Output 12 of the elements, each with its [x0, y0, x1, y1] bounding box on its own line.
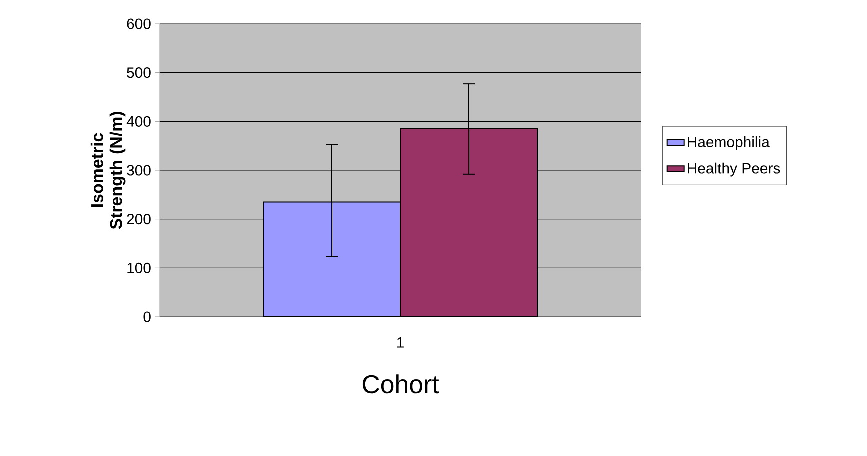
- y-tick-label: 400: [126, 116, 151, 127]
- x-axis-title: Cohort: [362, 374, 440, 394]
- legend-label: Haemophilia: [688, 136, 770, 150]
- x-tick-label: 1: [397, 338, 404, 348]
- y-tick-label: 100: [128, 262, 151, 274]
- y-tick-label: 300: [127, 165, 151, 176]
- y-tick-label: 0: [144, 312, 151, 322]
- legend-label: Healthy Peers: [688, 162, 780, 177]
- y-tick-label: 200: [127, 214, 151, 225]
- y-axis-title: Isometric Strength (N/m): [90, 112, 126, 230]
- y-tick-label: 600: [127, 18, 151, 30]
- y-tick-label: 500: [127, 68, 151, 78]
